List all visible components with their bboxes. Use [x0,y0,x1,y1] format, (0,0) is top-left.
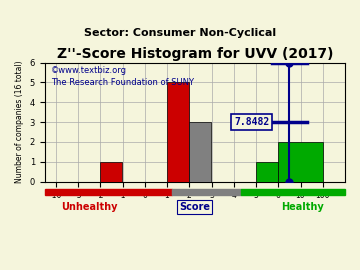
Y-axis label: Number of companies (16 total): Number of companies (16 total) [15,61,24,183]
Text: ©www.textbiz.org: ©www.textbiz.org [51,66,127,75]
Bar [45,189,172,195]
Text: Score: Score [179,202,210,212]
Bar [279,142,323,182]
Text: The Research Foundation of SUNY: The Research Foundation of SUNY [51,78,194,87]
Bar [100,162,122,182]
Bar [167,82,189,182]
Bar [189,122,211,182]
Text: Sector: Consumer Non-Cyclical: Sector: Consumer Non-Cyclical [84,28,276,38]
Bar [241,189,345,195]
Text: 7.8482: 7.8482 [234,117,269,127]
Text: Healthy: Healthy [282,202,324,212]
Text: Unhealthy: Unhealthy [62,202,118,212]
Title: Z''-Score Histogram for UVV (2017): Z''-Score Histogram for UVV (2017) [57,48,333,61]
Bar [172,189,241,195]
Bar [256,162,278,182]
